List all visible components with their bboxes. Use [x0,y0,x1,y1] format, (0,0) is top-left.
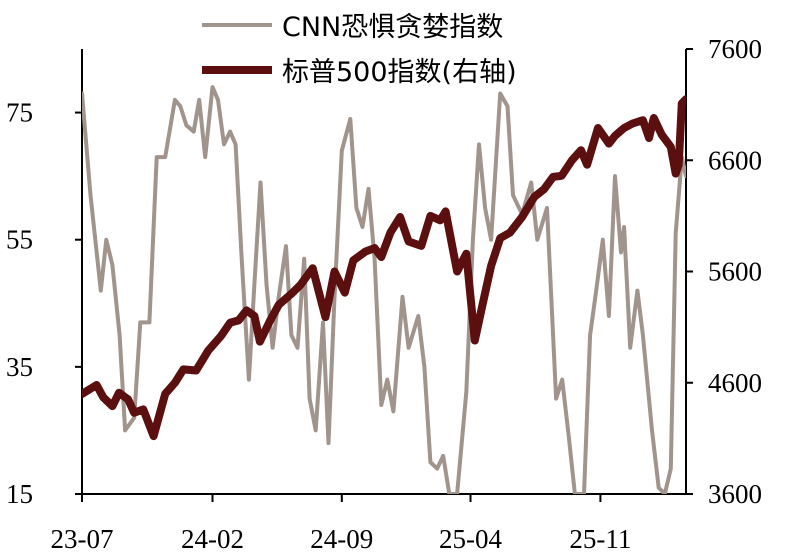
left-tick-label: 35 [6,352,33,382]
right-tick-label: 3600 [708,479,762,509]
left-tick-label: 15 [6,479,33,509]
left-tick-label: 55 [6,225,33,255]
x-tick-label: 25-04 [439,524,502,554]
legend: CNN恐惧贪婪指数 标普500指数(右轴) [202,12,517,88]
left-tick-label: 75 [6,98,33,128]
x-tick-label: 24-02 [181,524,244,554]
fear-greed-series-line [82,85,686,494]
right-tick-label: 4600 [708,368,762,398]
right-tick-label: 6600 [708,145,762,175]
x-tick-label: 25-11 [569,524,631,554]
right-tick-label: 5600 [708,257,762,287]
legend-label-fear-greed: CNN恐惧贪婪指数 [282,12,503,43]
tick-layer: 15 35 55 75 3600 4600 5600 6600 7600 23-07 24-02 24… [6,34,762,554]
right-tick-label: 7600 [708,34,762,64]
series-layer [82,85,686,494]
sp500-series-line [82,95,686,441]
x-tick-label: 23-07 [51,524,114,554]
legend-label-sp500: 标普500指数(右轴) [282,57,517,88]
x-tick-label: 24-09 [310,524,373,554]
